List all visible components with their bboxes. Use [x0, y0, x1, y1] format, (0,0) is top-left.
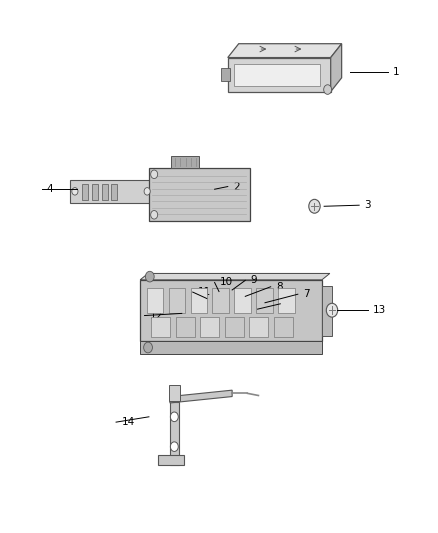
Bar	[256, 288, 273, 313]
Polygon shape	[331, 44, 342, 92]
Polygon shape	[228, 58, 331, 92]
Bar	[169, 385, 180, 401]
Bar	[278, 288, 295, 313]
Bar	[70, 180, 151, 203]
Text: 14: 14	[121, 417, 134, 427]
Polygon shape	[140, 273, 330, 280]
Text: 6: 6	[286, 299, 292, 309]
Bar	[171, 156, 199, 168]
Polygon shape	[221, 68, 230, 81]
Circle shape	[144, 342, 152, 353]
Bar	[322, 286, 332, 336]
Bar	[212, 288, 229, 313]
Circle shape	[151, 170, 158, 179]
Text: 8: 8	[276, 282, 283, 292]
Text: 12: 12	[150, 311, 163, 320]
Bar	[170, 402, 179, 465]
Text: 4: 4	[47, 184, 53, 194]
Bar	[82, 184, 88, 200]
Bar	[158, 455, 184, 465]
Text: 11: 11	[198, 287, 211, 297]
Circle shape	[309, 199, 320, 213]
Bar	[140, 280, 322, 341]
Text: 13: 13	[373, 305, 386, 315]
Bar	[169, 288, 185, 313]
Bar	[111, 184, 117, 200]
Text: 1: 1	[393, 67, 399, 77]
Bar	[234, 64, 320, 86]
Circle shape	[145, 271, 154, 282]
Bar	[249, 317, 268, 337]
Text: 7: 7	[303, 289, 310, 299]
Text: 9: 9	[251, 276, 257, 285]
Circle shape	[72, 188, 78, 195]
Circle shape	[151, 211, 158, 219]
Bar	[200, 317, 219, 337]
Bar	[140, 341, 322, 354]
Circle shape	[324, 85, 332, 94]
Text: 10: 10	[220, 278, 233, 287]
Bar	[102, 184, 108, 200]
Bar	[176, 317, 195, 337]
Bar	[147, 288, 163, 313]
Polygon shape	[228, 44, 342, 58]
Circle shape	[170, 442, 178, 451]
Bar	[191, 288, 207, 313]
Text: 2: 2	[233, 182, 240, 191]
Circle shape	[144, 188, 150, 195]
Bar	[149, 168, 250, 221]
Bar	[92, 184, 98, 200]
Bar	[151, 317, 170, 337]
Circle shape	[170, 412, 178, 422]
Bar	[274, 317, 293, 337]
Text: 3: 3	[364, 200, 371, 210]
Circle shape	[326, 303, 338, 317]
Bar	[225, 317, 244, 337]
Bar	[234, 288, 251, 313]
Polygon shape	[170, 390, 232, 403]
